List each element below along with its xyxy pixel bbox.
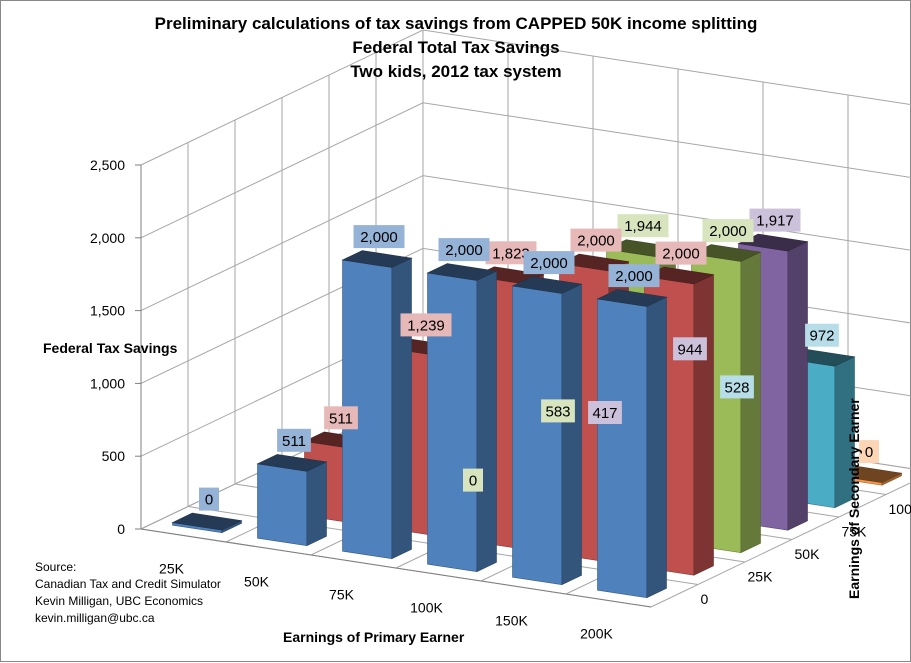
bar-side-face <box>477 271 497 572</box>
data-label-150K-200K: 0 <box>859 440 879 463</box>
bar-side-face <box>741 252 761 553</box>
bar-0-200K <box>598 290 667 598</box>
data-label-75K-200K: 1,917 <box>750 209 801 232</box>
data-label-text: 1,239 <box>407 317 445 334</box>
data-label-75K-150K: 944 <box>673 337 707 360</box>
y-tick-label: 1,000 <box>90 375 125 391</box>
data-label-text: 2,000 <box>445 242 483 259</box>
chart-title-line-3: Two kids, 2012 tax system <box>350 62 561 81</box>
data-label-0-100K: 2,000 <box>439 238 490 261</box>
bar-0-150K <box>513 277 582 585</box>
chart-title-line-1: Preliminary calculations of tax savings … <box>155 14 758 33</box>
data-label-0-75K: 2,000 <box>354 225 405 248</box>
bar-0-50K <box>258 454 327 545</box>
bar-front-face <box>513 286 562 585</box>
bar-side-face <box>694 275 714 576</box>
bar-front-face <box>258 464 307 546</box>
data-label-text: 511 <box>329 410 353 427</box>
data-label-text: 2,000 <box>615 268 653 285</box>
bar-front-face <box>598 299 647 598</box>
source-line-1: Source: <box>35 560 76 574</box>
bar-side-face <box>562 284 582 585</box>
data-label-text: 583 <box>545 403 570 420</box>
data-label-text: 972 <box>809 328 834 345</box>
data-label-0-200K: 2,000 <box>609 264 660 287</box>
data-label-50K-200K: 2,000 <box>703 219 754 242</box>
y-axis-label: Federal Tax Savings <box>43 340 178 356</box>
data-label-text: 2,000 <box>577 233 615 250</box>
data-label-text: 2,000 <box>360 229 398 246</box>
bar-0-100K <box>428 264 497 572</box>
data-label-25K-150K: 2,000 <box>571 229 622 252</box>
data-label-text: 2,000 <box>530 255 568 272</box>
x-tick-label: 150K <box>495 613 528 629</box>
x-tick-label: 100K <box>410 600 443 616</box>
data-label-0-50K: 511 <box>277 429 311 452</box>
data-label-text: 1,917 <box>756 213 794 230</box>
chart-title-line-2: Federal Total Tax Savings <box>352 38 559 57</box>
data-label-25K-50K: 511 <box>324 406 358 429</box>
source-line-4: kevin.milligan@ubc.ca <box>35 611 155 625</box>
x-axis-label: Earnings of Primary Earner <box>283 629 465 645</box>
data-label-text: 0 <box>469 473 477 490</box>
source-line-2: Canadian Tax and Credit Simulator <box>35 577 221 591</box>
y-tick-label: 500 <box>102 448 126 464</box>
data-label-text: 0 <box>205 492 213 509</box>
z-tick-label: 0 <box>701 591 709 607</box>
bar-side-face <box>647 297 667 598</box>
bar-side-face <box>788 242 808 531</box>
data-label-text: 0 <box>865 444 873 461</box>
data-label-50K-75K: 0 <box>463 469 483 492</box>
z-tick-label: 100K <box>889 501 911 517</box>
data-label-text: 2,000 <box>709 223 747 240</box>
z-tick-label: 25K <box>748 568 774 584</box>
y-tick-label: 1,500 <box>90 303 125 319</box>
bar-side-face <box>307 462 327 546</box>
y-tick-label: 2,500 <box>90 157 125 173</box>
bar-side-face <box>392 258 412 559</box>
data-label-50K-150K: 1,944 <box>618 214 669 237</box>
data-label-100K-200K: 972 <box>805 324 839 347</box>
x-tick-label: 50K <box>244 574 270 590</box>
data-label-100K-150K: 528 <box>720 375 754 398</box>
x-tick-label: 200K <box>580 626 613 642</box>
data-label-0-150K: 2,000 <box>524 251 575 274</box>
data-label-text: 417 <box>592 405 617 422</box>
data-label-text: 1,944 <box>624 218 662 235</box>
y-tick-label: 0 <box>117 521 125 537</box>
data-label-text: 528 <box>724 379 749 396</box>
data-label-25K-200K: 2,000 <box>656 242 707 265</box>
data-label-25K-75K: 1,239 <box>401 313 452 336</box>
bar-0-25K <box>173 513 242 533</box>
data-label-text: 2,000 <box>662 246 700 263</box>
z-axis-label: Earnings of Secondary Earner <box>846 398 862 599</box>
data-label-text: 511 <box>282 433 306 450</box>
source-line-3: Kevin Milligan, UBC Economics <box>35 594 203 608</box>
data-label-75K-100K: 417 <box>588 401 622 424</box>
x-tick-label: 75K <box>329 587 355 603</box>
bar-0-75K <box>343 251 412 559</box>
data-label-50K-100K: 583 <box>541 399 575 422</box>
data-label-text: 944 <box>677 341 702 358</box>
z-tick-label: 50K <box>795 546 821 562</box>
x-tick-label: 25K <box>159 561 185 577</box>
data-label-0-25K: 0 <box>199 488 219 511</box>
y-tick-label: 2,000 <box>90 230 125 246</box>
